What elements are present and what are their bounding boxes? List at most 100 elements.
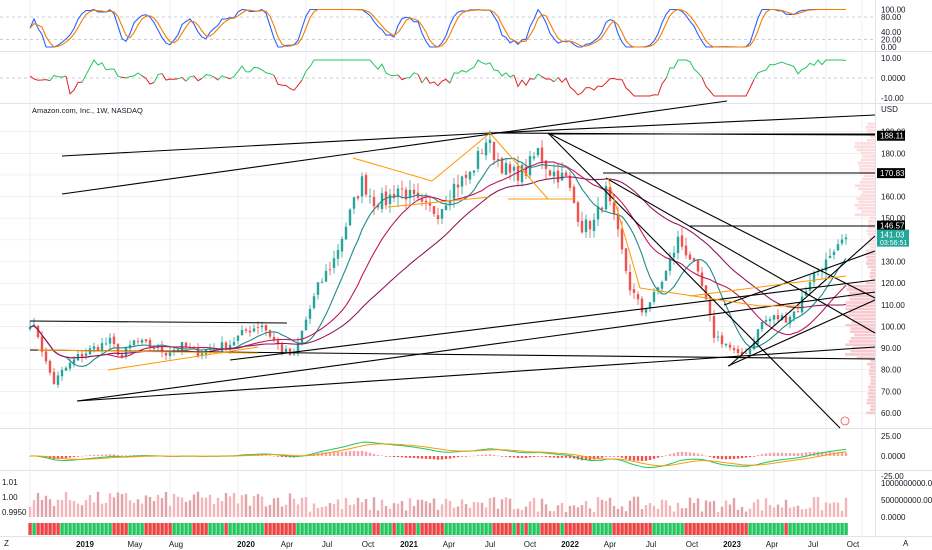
volume-profile-bar [859,181,875,184]
volume-bar [660,499,664,517]
volume-bar [520,509,524,517]
candle-body [508,164,512,173]
strip-bar [528,523,532,535]
trendline-drawings[interactable] [29,100,876,429]
strip-bar [380,523,384,535]
volume-profile-bar [854,145,875,148]
momentum-line [141,75,155,85]
strip-bar [768,523,772,535]
strip-bar [320,523,324,535]
panel-separators [0,0,932,537]
candle-body [220,342,224,351]
volume-bar [664,500,668,517]
candle-body [696,260,700,272]
volume-bar [332,504,336,517]
candle-body [844,237,848,240]
candle-body [440,209,444,219]
strip-bar [656,523,660,535]
candle-body [788,316,792,324]
volume-bar [680,508,684,517]
volume-bar [676,502,680,517]
momentum-line [185,75,195,82]
macd-histogram-bar [328,452,332,456]
fib-line [352,157,433,182]
candle-body [176,349,180,351]
macd-histogram-bar [440,456,444,460]
macd-histogram-bar [704,455,708,457]
momentum-line [217,75,227,81]
volume-bar [492,497,496,517]
macd-histogram-bar [716,456,720,459]
macd-histogram-bar [280,456,284,457]
strip-bar [792,523,796,535]
volume-bar [408,498,412,517]
auto-scale-button[interactable]: A [903,539,909,548]
strip-bar [760,523,764,535]
strip-bar [212,523,216,535]
macd-histogram-bar [508,456,512,458]
volume-bar [724,500,728,517]
strip-bar [412,523,416,535]
macd-histogram-bar [764,453,768,456]
macd-histogram-bar [560,456,564,458]
trendline [229,279,876,361]
macd-histogram-bar [624,456,628,459]
strip-bar [616,523,620,535]
strip-bar [592,523,596,535]
strip-bar [628,523,632,535]
volume-bar [488,498,492,517]
volume-bar [604,501,608,517]
macd-histogram-bar [756,455,760,456]
strip-bar [244,523,248,535]
candle-body [528,156,532,176]
candle-body [60,369,64,377]
candle-body [644,309,648,313]
candle-body [200,353,204,356]
strip-bar [476,523,480,535]
timezone-button[interactable]: Z [4,539,9,548]
macd-histogram-bar [348,451,352,456]
macd-histogram-bar [460,456,464,457]
momentum-line [541,76,555,83]
candle-body [632,289,636,293]
candle-body [136,341,140,343]
strip-bar [184,523,188,535]
volume-bar [560,502,564,517]
volume-profile-bar [856,356,875,360]
strip-bar [272,523,276,535]
volume-profile-bar [868,385,875,389]
strip-bar [208,523,212,535]
macd-histogram-bar [620,456,624,458]
macd-histogram-bar [640,456,644,462]
volume-bar [836,502,840,517]
candle-body [628,271,632,291]
strip-bar [796,523,800,535]
volume-profile-bar [855,142,875,145]
macd-histogram-bar [352,450,356,456]
candle-body [564,172,568,176]
volume-profile-bar [844,314,875,317]
macd-histogram-bar [712,456,716,459]
stochastic-panel [0,8,875,48]
macd-histogram-bar [384,456,388,457]
macd-histogram-bar [552,456,556,458]
volume-profile-bar [868,395,875,398]
fib-line [387,196,491,208]
trendline [723,250,876,306]
strip-bar [524,523,528,535]
macd-histogram-bar [436,456,440,460]
candle-body [756,329,760,344]
candle-body [72,359,76,364]
macd-histogram-bar [668,454,672,456]
volume-bar [108,493,112,517]
strip-bar [156,523,160,535]
strip-bar [640,523,644,535]
price-tick-label: 70.00 [881,387,902,396]
volume-bar [152,500,156,517]
candle-body [232,341,236,346]
strip-bar [196,523,200,535]
volume-bar [136,499,140,517]
macd-histogram-bar [728,456,732,460]
